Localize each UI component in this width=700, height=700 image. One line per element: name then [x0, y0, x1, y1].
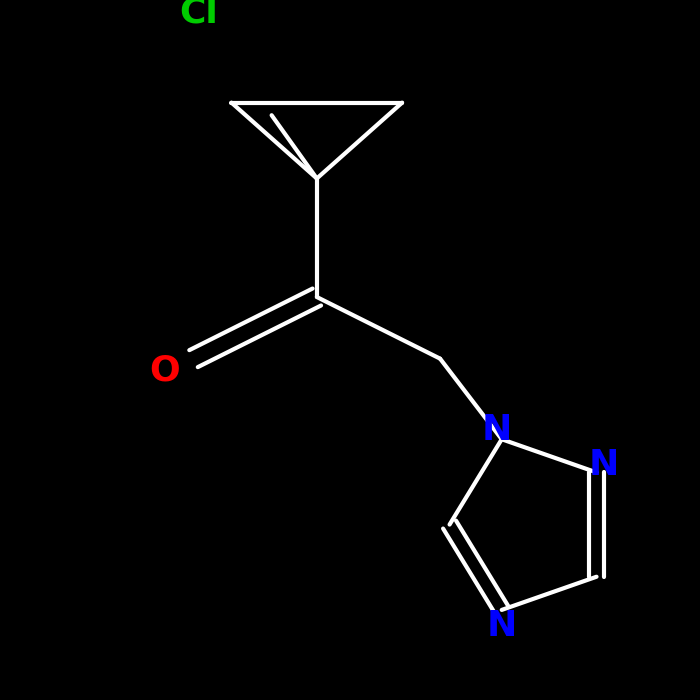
Text: N: N — [482, 413, 512, 447]
Text: Cl: Cl — [179, 0, 218, 29]
Text: N: N — [589, 448, 620, 482]
Text: O: O — [150, 353, 181, 387]
Text: N: N — [486, 609, 517, 643]
